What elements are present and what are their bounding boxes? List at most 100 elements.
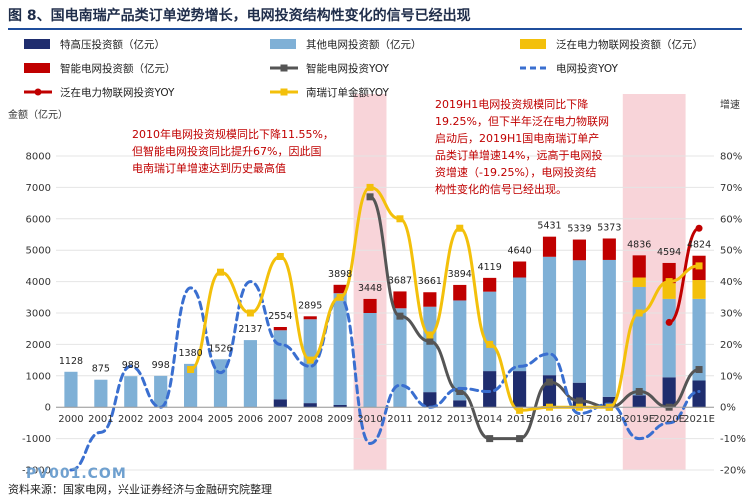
y-right-tick-label: 30% (720, 309, 742, 320)
total-labels: 1128 875 988 998 1380 1526 2137 2554 2895 3898 344… (59, 221, 711, 375)
bar-other (542, 256, 557, 376)
legend-label: 南瑞订单金额YOY (306, 86, 390, 99)
total-label: 2137 (238, 324, 262, 335)
bar-upiot (692, 280, 706, 299)
bar-other (273, 330, 287, 400)
bar-other (453, 300, 467, 401)
legend-swatch (270, 39, 296, 49)
legend-item-orders: 南瑞订单金额YOY (270, 86, 390, 99)
point-orders (187, 366, 195, 374)
annotations: 2010年电网投资规模同比下降11.55%， 但智能电网投资同比提升67%，因此国… (132, 97, 609, 196)
y-left-tick-label: 8000 (26, 152, 51, 163)
total-label: 998 (152, 360, 170, 371)
point-smart_yoy (695, 366, 703, 374)
bar-smart (483, 277, 497, 292)
y-right-tick-label: 70% (720, 183, 742, 194)
bar-smart (453, 284, 467, 301)
bar-other (483, 291, 497, 372)
point-smart_yoy (575, 397, 583, 405)
bar-uhv (273, 399, 287, 408)
y-right-tick-label: -10% (720, 434, 746, 445)
bar-other (64, 371, 78, 408)
legend-label: 智能电网投资额（亿元） (60, 62, 176, 75)
x-tick-label: 2003 (148, 414, 173, 425)
bar-uhv (632, 395, 646, 408)
bar-other (572, 260, 586, 383)
y-right-tick-label: 50% (720, 246, 742, 257)
annotation-left-line: 2010年电网投资规模同比下降11.55%， (132, 127, 334, 141)
legend-item-uhv: 特高压投资额（亿元） (24, 38, 165, 51)
legend-marker (34, 88, 42, 96)
bar-other (393, 308, 407, 408)
annotation-right-line: 2019H1电网投资规模同比下降 (435, 97, 588, 111)
total-label: 2554 (268, 311, 292, 322)
bar-smart (423, 292, 437, 307)
x-tick-label: 2010 (357, 414, 382, 425)
line-grid_yoy (69, 280, 701, 472)
point-smart_yoy (426, 337, 434, 345)
point-smart_yoy (546, 378, 553, 386)
y-right-tick-label: 10% (720, 371, 742, 382)
bar-other (662, 298, 676, 378)
legend: 特高压投资额（亿元） 其他电网投资额（亿元） 泛在电力物联网投资额（亿元） 智能电网投… (24, 38, 703, 99)
total-label: 3894 (448, 269, 472, 280)
y-right-tick-label: 0% (720, 403, 736, 414)
total-label: 3448 (358, 283, 382, 294)
bar-uhv (453, 400, 467, 408)
point-orders (217, 268, 224, 276)
bar-uhv (602, 396, 616, 408)
point-orders (695, 262, 703, 270)
y-right-tick-label: 20% (720, 340, 742, 351)
bar-other (184, 363, 198, 408)
y-left-tick-label: -2000 (22, 466, 51, 477)
x-tick-label: 2020E (653, 414, 685, 425)
point-orders (456, 224, 464, 232)
legend-marker (280, 88, 288, 96)
annotation-right-line: 启动后，2019H1国电南瑞订单产 (435, 131, 599, 145)
axes: -2000 -1000 0 1000 2000 3000 4000 5000 6000 7000 8… (8, 98, 746, 477)
y-left-tick-label: 3000 (26, 309, 51, 320)
bar-other (632, 286, 646, 396)
point-orders (426, 331, 434, 339)
bar-other (602, 259, 616, 397)
x-tick-label: 2019E (623, 414, 655, 425)
total-label: 4836 (627, 239, 651, 250)
y-right-tick-label: 80% (720, 152, 742, 163)
point-orders (306, 356, 314, 364)
source-note: 资料来源：国家电网，兴业证券经济与金融研究院整理 (8, 483, 272, 496)
x-tick-label: 2009 (327, 414, 352, 425)
y-left-tick-label: 5000 (26, 246, 51, 257)
total-label: 5339 (567, 224, 591, 235)
legend-item-grid_yoy: 电网投资YOY (520, 62, 619, 75)
point-smart_yoy (366, 193, 374, 201)
bar-smart (273, 327, 287, 331)
point-orders (246, 309, 254, 317)
bar-other (333, 293, 347, 406)
bar-other (692, 298, 706, 381)
legend-label: 电网投资YOY (556, 62, 619, 75)
legend-item-smart: 智能电网投资额（亿元） (24, 62, 176, 75)
annotation-left-line: 电南瑞订单增速达到历史最高值 (132, 161, 286, 175)
x-tick-label: 2002 (118, 414, 143, 425)
point-smart_yoy (516, 435, 524, 443)
point-smart_yoy (486, 435, 494, 443)
bar-smart (632, 255, 646, 278)
bar-smart (333, 284, 347, 294)
annotation-right-line: 资增速（-19.25%），电网投资结 (435, 165, 596, 179)
total-label: 4824 (687, 240, 711, 251)
annotation-left-line: 但智能电网投资同比提升67%，因此国 (132, 144, 321, 158)
bar-uhv (333, 405, 347, 408)
legend-label: 泛在电力物联网投资YOY (60, 86, 175, 99)
y-left-tick-label: 7000 (26, 183, 51, 194)
bar-other (154, 375, 168, 408)
point-smart_yoy (635, 388, 643, 395)
bar-smart (393, 291, 407, 309)
bar-uhv (483, 371, 497, 408)
bar-uhv (662, 377, 676, 408)
bar-uhv (692, 380, 706, 408)
annotation-right-line: 19.25%，但下半年泛在电力物联网 (435, 114, 609, 128)
legend-swatch (24, 39, 50, 49)
x-tick-label: 2015 (507, 414, 532, 425)
x-tick-label: 2016 (537, 414, 562, 425)
